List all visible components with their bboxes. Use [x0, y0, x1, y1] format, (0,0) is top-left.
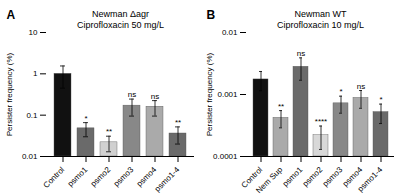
svg-text:**: ** [106, 127, 112, 136]
svg-text:*: * [84, 114, 87, 123]
svg-text:psmo2: psmo2 [301, 165, 325, 189]
svg-text:Ciprofloxacin 10 mg/L: Ciprofloxacin 10 mg/L [277, 20, 364, 30]
svg-text:psmo1: psmo1 [66, 165, 90, 189]
svg-text:0.1: 0.1 [26, 111, 38, 120]
svg-text:psmo1-4: psmo1-4 [356, 165, 385, 194]
svg-text:Newman WT: Newman WT [294, 9, 347, 19]
svg-text:0.001: 0.001 [217, 90, 238, 99]
svg-text:Control: Control [42, 165, 67, 190]
svg-text:psmo4: psmo4 [340, 165, 365, 189]
svg-text:psmo4: psmo4 [134, 165, 159, 189]
svg-text:ns: ns [151, 92, 159, 101]
svg-text:1: 1 [33, 69, 38, 78]
svg-text:psmo2: psmo2 [89, 165, 113, 189]
svg-text:Persister frequency (%): Persister frequency (%) [205, 52, 214, 136]
svg-text:**: ** [278, 102, 284, 111]
svg-text:10: 10 [29, 28, 38, 37]
svg-text:Control: Control [239, 165, 265, 190]
svg-text:Ciprofloxacin 50 mg/L: Ciprofloxacin 50 mg/L [77, 20, 164, 30]
svg-text:psmo3: psmo3 [112, 165, 136, 189]
svg-text:0.0001: 0.0001 [213, 152, 238, 161]
svg-text:0.01: 0.01 [22, 152, 38, 161]
svg-text:*: * [379, 95, 382, 104]
svg-text:*: * [339, 87, 342, 96]
svg-text:**: ** [175, 118, 181, 127]
svg-text:****: **** [315, 117, 327, 126]
svg-text:ns: ns [297, 49, 305, 58]
svg-text:0.01: 0.01 [222, 28, 238, 37]
svg-text:Nem Sup: Nem Sup [254, 165, 284, 194]
svg-text:psmo1: psmo1 [281, 165, 305, 189]
svg-text:ns: ns [357, 82, 365, 91]
svg-text:psmo1-4: psmo1-4 [153, 165, 182, 194]
svg-text:A: A [7, 8, 16, 22]
svg-text:psmo3: psmo3 [321, 165, 345, 189]
svg-text:B: B [207, 8, 216, 22]
svg-text:ns: ns [128, 90, 136, 99]
svg-text:Newman Δagr: Newman Δagr [92, 9, 149, 19]
svg-text:Persister frequency (%): Persister frequency (%) [5, 52, 14, 136]
